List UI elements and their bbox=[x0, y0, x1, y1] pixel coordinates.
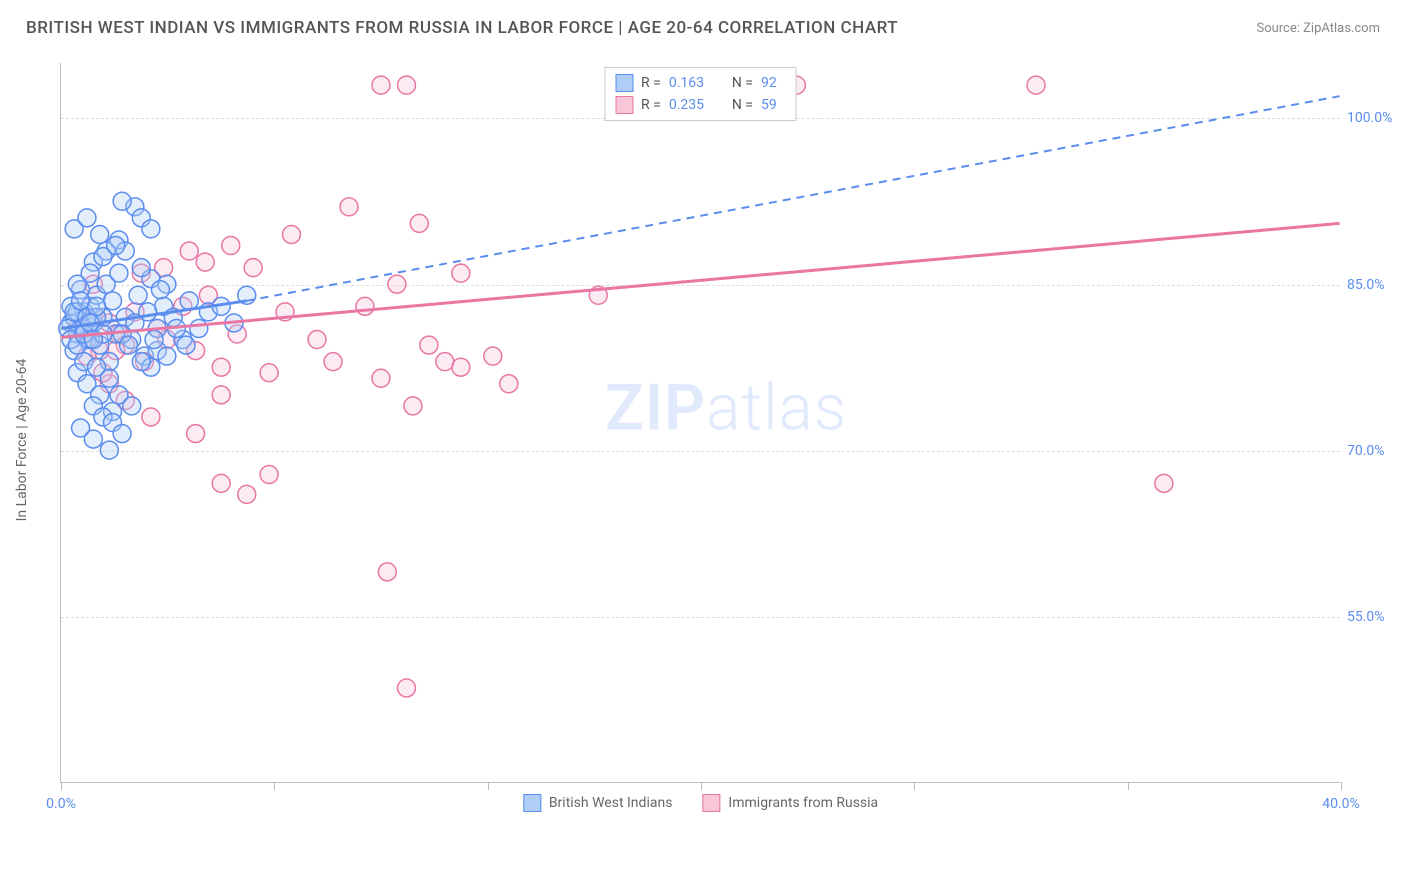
data-point-rus bbox=[187, 425, 205, 443]
n-label: N = bbox=[732, 97, 753, 113]
data-point-rus bbox=[484, 347, 502, 365]
n-value-series-1: 59 bbox=[761, 97, 786, 113]
data-point-rus bbox=[398, 679, 416, 697]
data-point-rus bbox=[324, 353, 342, 371]
data-point-rus bbox=[212, 386, 230, 404]
data-point-bwi bbox=[113, 192, 131, 210]
x-tick-label: 40.0% bbox=[1322, 796, 1360, 812]
source-attribution: Source: ZipAtlas.com bbox=[1256, 21, 1380, 36]
y-tick-label: 100.0% bbox=[1347, 110, 1402, 126]
data-point-bwi bbox=[158, 347, 176, 365]
trend-line-rus bbox=[61, 223, 1339, 337]
y-tick-label: 85.0% bbox=[1347, 277, 1402, 293]
x-tick bbox=[61, 782, 62, 790]
x-tick bbox=[274, 782, 275, 790]
chart-title: BRITISH WEST INDIAN VS IMMIGRANTS FROM R… bbox=[26, 18, 898, 38]
y-axis-label: In Labor Force | Age 20-64 bbox=[14, 359, 30, 522]
data-point-rus bbox=[244, 259, 262, 277]
data-point-rus bbox=[500, 375, 518, 393]
n-label: N = bbox=[732, 75, 753, 91]
data-point-bwi bbox=[142, 220, 160, 238]
data-point-bwi bbox=[84, 430, 102, 448]
data-point-rus bbox=[222, 237, 240, 255]
y-tick-label: 55.0% bbox=[1347, 609, 1402, 625]
data-point-rus bbox=[212, 358, 230, 376]
data-point-rus bbox=[372, 76, 390, 94]
series-legend: British West Indians Immigrants from Rus… bbox=[523, 794, 878, 812]
data-point-bwi bbox=[107, 237, 125, 255]
data-point-rus bbox=[142, 408, 160, 426]
data-point-rus bbox=[404, 397, 422, 415]
legend-item-series-0: British West Indians bbox=[523, 794, 673, 812]
y-tick-label: 70.0% bbox=[1347, 443, 1402, 459]
data-point-rus bbox=[410, 214, 428, 232]
data-point-rus bbox=[196, 253, 214, 271]
data-point-bwi bbox=[129, 286, 147, 304]
data-point-bwi bbox=[113, 425, 131, 443]
data-point-rus bbox=[452, 358, 470, 376]
r-value-series-0: 0.163 bbox=[669, 75, 714, 91]
legend-swatch-series-0 bbox=[615, 74, 633, 92]
x-tick bbox=[1128, 782, 1129, 790]
data-point-bwi bbox=[91, 225, 109, 243]
data-point-rus bbox=[282, 225, 300, 243]
data-point-rus bbox=[308, 331, 326, 349]
x-tick bbox=[488, 782, 489, 790]
data-point-bwi bbox=[132, 259, 150, 277]
x-tick bbox=[914, 782, 915, 790]
chart-container: In Labor Force | Age 20-64 ZIPatlas 55.0… bbox=[52, 55, 1372, 825]
correlation-legend-row: R = 0.235 N = 59 bbox=[615, 94, 786, 116]
data-point-bwi bbox=[139, 303, 157, 321]
x-tick-label: 0.0% bbox=[46, 796, 76, 812]
data-point-rus bbox=[260, 364, 278, 382]
data-point-bwi bbox=[110, 264, 128, 282]
data-point-bwi bbox=[81, 264, 99, 282]
legend-swatch-series-0 bbox=[523, 794, 541, 812]
data-point-rus bbox=[238, 485, 256, 503]
n-value-series-0: 92 bbox=[761, 75, 786, 91]
legend-swatch-series-1 bbox=[615, 96, 633, 114]
data-point-bwi bbox=[177, 336, 195, 354]
data-point-bwi bbox=[100, 369, 118, 387]
scatter-plot-svg bbox=[61, 63, 1340, 782]
data-point-rus bbox=[340, 198, 358, 216]
legend-item-series-1: Immigrants from Russia bbox=[702, 794, 878, 812]
correlation-legend-row: R = 0.163 N = 92 bbox=[615, 72, 786, 94]
data-point-rus bbox=[452, 264, 470, 282]
legend-label-series-1: Immigrants from Russia bbox=[728, 795, 878, 811]
data-point-bwi bbox=[132, 353, 150, 371]
r-value-series-1: 0.235 bbox=[669, 97, 714, 113]
x-tick bbox=[701, 782, 702, 790]
r-label: R = bbox=[641, 97, 661, 113]
legend-label-series-0: British West Indians bbox=[549, 795, 673, 811]
data-point-rus bbox=[372, 369, 390, 387]
data-point-rus bbox=[1027, 76, 1045, 94]
data-point-bwi bbox=[123, 397, 141, 415]
correlation-legend: R = 0.163 N = 92 R = 0.235 N = 59 bbox=[604, 67, 797, 121]
data-point-bwi bbox=[100, 441, 118, 459]
data-point-bwi bbox=[120, 336, 138, 354]
plot-area: ZIPatlas 55.0%70.0%85.0%100.0% R = 0.163… bbox=[60, 63, 1340, 783]
data-point-bwi bbox=[88, 297, 106, 315]
data-point-bwi bbox=[151, 281, 169, 299]
data-point-rus bbox=[378, 563, 396, 581]
data-point-bwi bbox=[145, 331, 163, 349]
data-point-bwi bbox=[190, 319, 208, 337]
data-point-rus bbox=[212, 474, 230, 492]
trend-line-extension-bwi bbox=[247, 96, 1340, 301]
data-point-rus bbox=[420, 336, 438, 354]
data-point-rus bbox=[180, 242, 198, 260]
data-point-rus bbox=[388, 275, 406, 293]
data-point-bwi bbox=[78, 209, 96, 227]
data-point-rus bbox=[1155, 474, 1173, 492]
x-tick bbox=[1341, 782, 1342, 790]
r-label: R = bbox=[641, 75, 661, 91]
legend-swatch-series-1 bbox=[702, 794, 720, 812]
data-point-rus bbox=[260, 466, 278, 484]
data-point-rus bbox=[356, 297, 374, 315]
data-point-rus bbox=[398, 76, 416, 94]
